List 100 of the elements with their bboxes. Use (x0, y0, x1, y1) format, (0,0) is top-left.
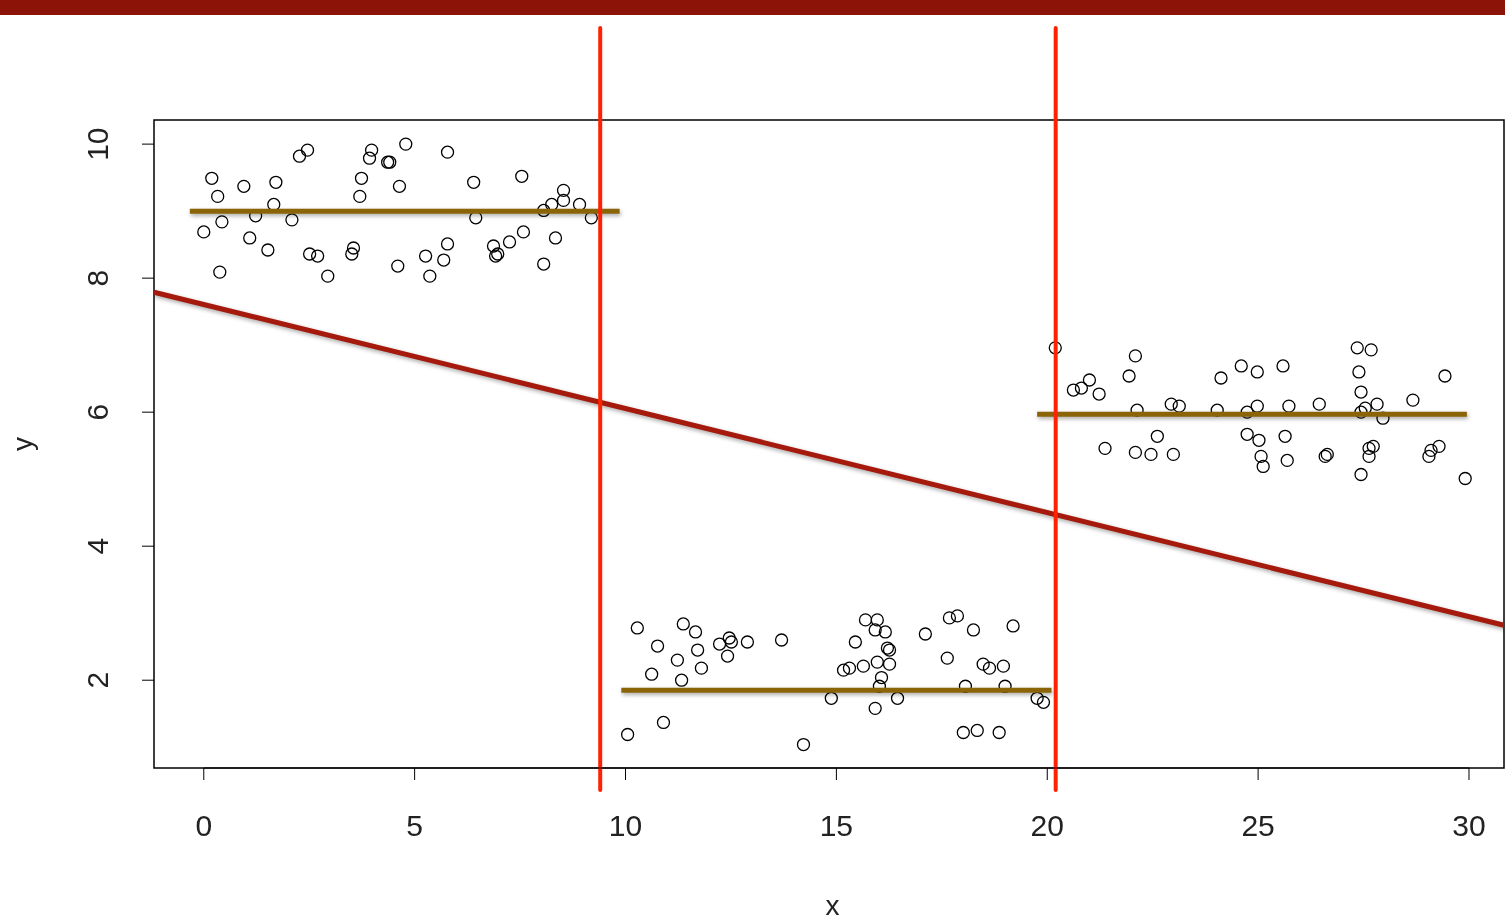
point (362, 151, 377, 165)
point (1252, 433, 1266, 447)
point (1354, 385, 1368, 399)
point (1036, 695, 1051, 709)
x-tick-label: 0 (195, 809, 213, 842)
point (261, 243, 275, 257)
point (650, 639, 665, 653)
point (676, 617, 690, 631)
point (1250, 365, 1264, 379)
point (423, 269, 437, 283)
point (310, 249, 325, 263)
point (556, 183, 571, 198)
point (215, 215, 229, 229)
point (1082, 373, 1097, 387)
point (1422, 449, 1436, 464)
point (1164, 397, 1178, 411)
point (950, 609, 965, 623)
point (292, 149, 307, 163)
point (285, 213, 299, 227)
point (724, 635, 739, 649)
point (197, 225, 211, 239)
point (345, 247, 359, 261)
point (1256, 459, 1270, 474)
point (1424, 443, 1438, 458)
point (1006, 619, 1020, 633)
point (1350, 341, 1364, 355)
point (670, 653, 685, 667)
point (1048, 341, 1062, 355)
point (321, 269, 335, 283)
point (243, 231, 257, 245)
point (1370, 397, 1384, 411)
point (1098, 441, 1112, 456)
point (1214, 371, 1228, 385)
point (1278, 429, 1292, 443)
y-tick-label: 4 (81, 537, 114, 555)
point (440, 145, 455, 159)
point (1362, 449, 1376, 464)
point (942, 611, 957, 625)
point (878, 625, 892, 639)
point (645, 667, 659, 681)
point (1312, 397, 1326, 411)
y-tick-label: 2 (81, 671, 114, 689)
point (1362, 441, 1376, 456)
point (1166, 447, 1180, 462)
point (656, 715, 671, 730)
point (1066, 383, 1081, 397)
point (630, 621, 644, 635)
point (688, 625, 703, 639)
point (992, 725, 1006, 740)
point (824, 691, 838, 705)
point (1406, 393, 1420, 407)
point (440, 237, 455, 251)
x-tick-label: 10 (608, 809, 643, 842)
point (836, 663, 851, 677)
point (740, 635, 755, 649)
x-tick-label: 20 (1030, 809, 1064, 842)
point (890, 691, 905, 705)
point (437, 253, 451, 267)
point (1240, 427, 1254, 441)
point (690, 643, 705, 657)
point (1172, 399, 1186, 413)
point (1030, 691, 1044, 705)
x-tick-label: 25 (1241, 809, 1275, 842)
point (556, 193, 571, 208)
point (1438, 369, 1452, 383)
point (399, 137, 413, 151)
point (1128, 445, 1143, 460)
point (1144, 447, 1158, 462)
point (1276, 359, 1290, 373)
point (1432, 439, 1446, 453)
point (1092, 387, 1106, 401)
point (674, 673, 689, 687)
point (302, 247, 317, 261)
point (392, 179, 407, 193)
point (796, 737, 811, 752)
point (364, 143, 379, 157)
point (548, 231, 563, 245)
point (856, 659, 871, 673)
y-axis-title: y (7, 437, 38, 451)
point (966, 623, 981, 637)
point (1458, 471, 1472, 486)
point (269, 175, 283, 189)
point (1280, 453, 1294, 468)
point (354, 171, 369, 185)
point (620, 727, 635, 742)
point (956, 725, 970, 740)
point (418, 249, 433, 263)
point (1364, 343, 1378, 357)
point (1250, 399, 1264, 413)
point (300, 143, 315, 157)
point (1254, 449, 1268, 464)
point (970, 723, 984, 738)
point (848, 635, 863, 649)
point (237, 179, 251, 193)
point (1352, 365, 1366, 379)
point (1240, 405, 1254, 419)
y-tick-label: 8 (81, 269, 114, 287)
y-tick-label: 6 (81, 403, 114, 421)
point (1122, 369, 1136, 383)
point (858, 613, 873, 627)
